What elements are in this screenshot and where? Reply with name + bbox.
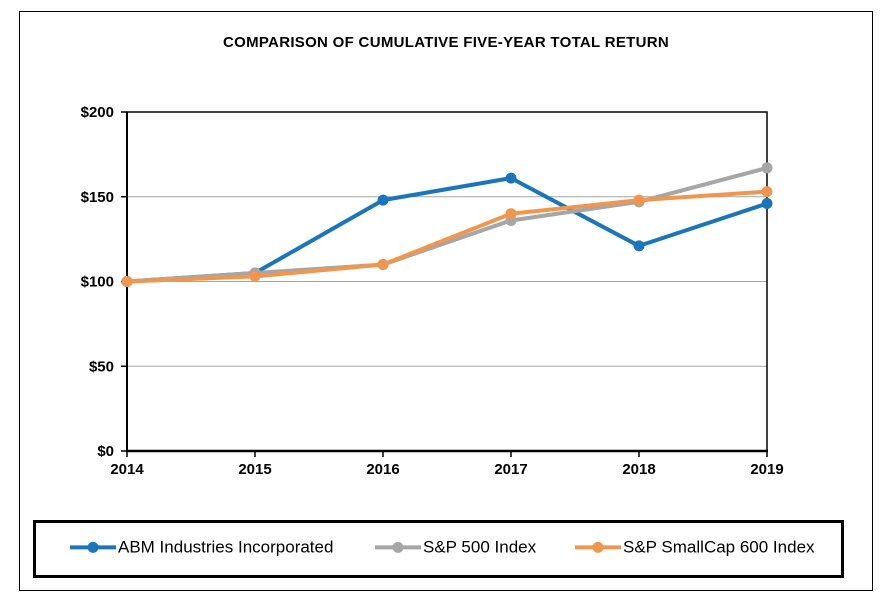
svg-text:$50: $50 (89, 358, 114, 375)
svg-text:2019: 2019 (750, 461, 783, 478)
legend-line-marker-icon (375, 541, 421, 553)
legend-item-abm: ABM Industries Incorporated (69, 537, 333, 557)
legend-label-sp600: S&P SmallCap 600 Index (623, 537, 815, 557)
svg-text:2016: 2016 (366, 461, 399, 478)
svg-text:$150: $150 (81, 189, 114, 206)
svg-text:$200: $200 (81, 104, 114, 121)
svg-text:$100: $100 (81, 274, 114, 291)
svg-text:2017: 2017 (494, 461, 527, 478)
svg-text:2015: 2015 (238, 461, 271, 478)
svg-text:2014: 2014 (110, 461, 144, 478)
plot-area: $0 $50 $100 $150 $200 2014 2015 2016 2017 2018 201… (81, 104, 784, 478)
svg-text:2018: 2018 (622, 461, 655, 478)
legend-item-sp500: S&P 500 Index (374, 537, 536, 557)
legend: ABM Industries Incorporated S&P 500 Inde… (33, 520, 844, 578)
legend-item-sp600: S&P SmallCap 600 Index (574, 537, 815, 557)
legend-label-abm: ABM Industries Incorporated (118, 537, 334, 557)
figure-frame: COMPARISON OF CUMULATIVE FIVE-YEAR TOTAL… (19, 11, 873, 591)
legend-label-sp500: S&P 500 Index (423, 537, 537, 557)
svg-text:$0: $0 (97, 443, 114, 460)
legend-line-marker-icon (575, 541, 621, 553)
legend-line-marker-icon (70, 541, 116, 553)
chart-title: COMPARISON OF CUMULATIVE FIVE-YEAR TOTAL… (222, 34, 670, 51)
